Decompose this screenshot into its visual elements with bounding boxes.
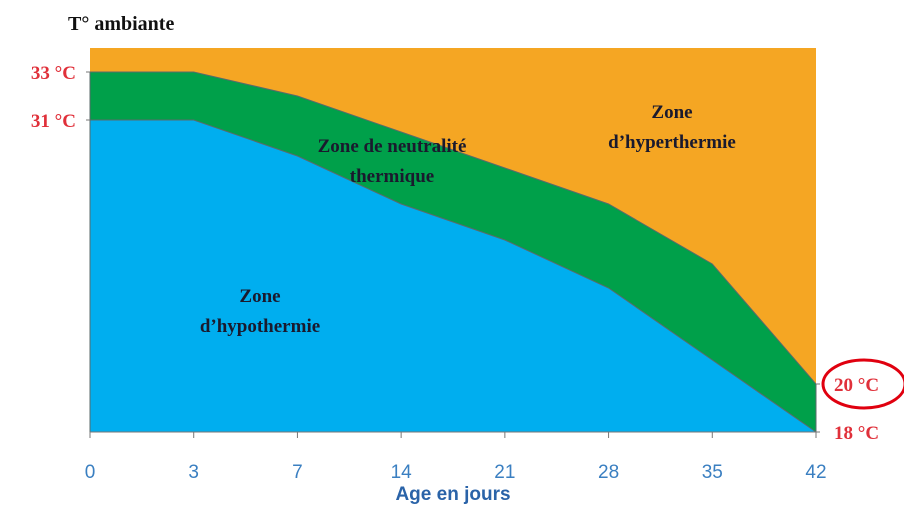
y-axis-title: T° ambiante [68, 13, 174, 35]
x-axis-title: Age en jours [395, 484, 510, 505]
zone-label: Zone [239, 286, 280, 307]
x-tick-label: 21 [494, 462, 515, 483]
zone-label: thermique [350, 166, 434, 187]
x-tick-label: 42 [805, 462, 826, 483]
x-tick-label: 0 [85, 462, 96, 483]
zone-label: d’hyperthermie [608, 132, 736, 153]
y-tick-label: 20 °C [834, 375, 879, 396]
highlight-circle [821, 358, 904, 410]
x-tick-label: 28 [598, 462, 619, 483]
y-tick-label: 18 °C [834, 423, 879, 444]
x-tick-label: 14 [391, 462, 413, 483]
y-tick-label: 33 °C [31, 63, 76, 84]
x-tick-label: 35 [702, 462, 723, 483]
zone-label: d’hypothermie [200, 316, 320, 337]
zone-label: Zone de neutralité [318, 136, 467, 157]
zone-label: Zone [651, 102, 692, 123]
x-tick-label: 7 [292, 462, 303, 483]
y-tick-label: 31 °C [31, 111, 76, 132]
x-tick-label: 3 [188, 462, 199, 483]
